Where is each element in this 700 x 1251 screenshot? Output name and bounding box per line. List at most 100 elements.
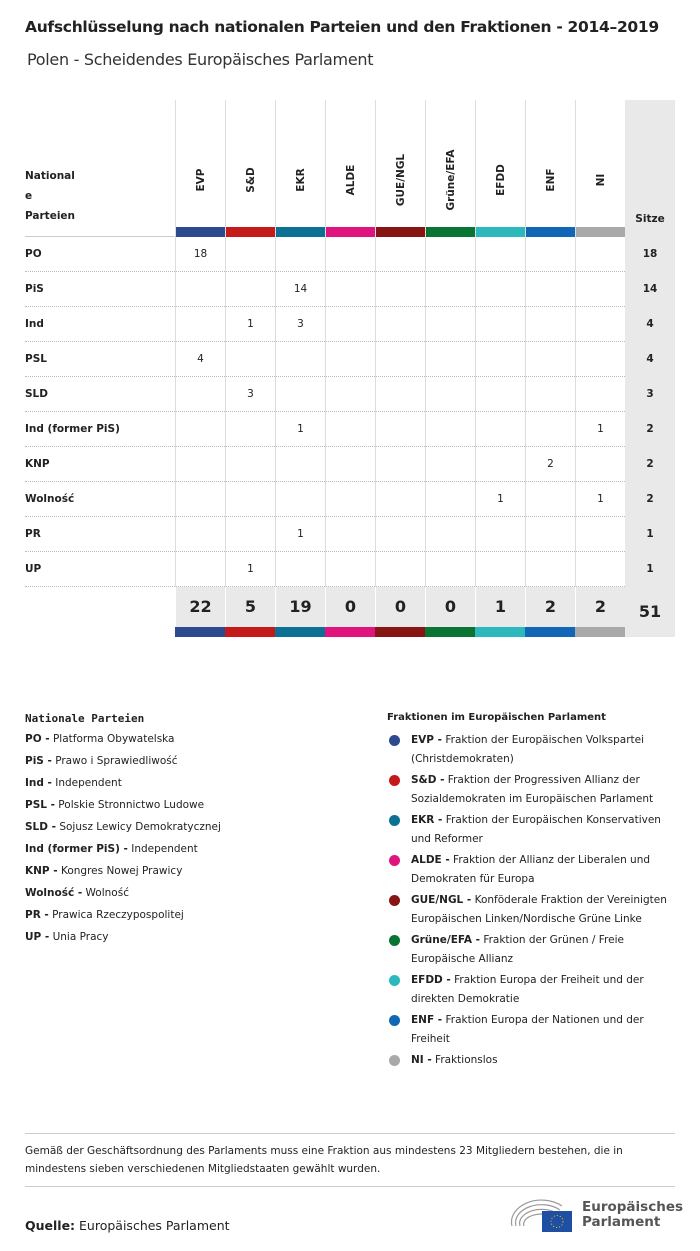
seat-cell [425, 517, 475, 552]
party-abbr: SLD - [25, 821, 56, 833]
seat-cell: 1 [275, 517, 325, 552]
seat-cell [325, 307, 375, 342]
seat-cell: 2 [525, 447, 575, 482]
header-line: National [25, 170, 75, 182]
party-abbr: KNP - [25, 865, 58, 877]
seat-cell [175, 482, 225, 517]
seat-cell: 1 [225, 307, 275, 342]
seat-cell [325, 447, 375, 482]
group-legend-item: EVP - Fraktion der Europäischen Volkspar… [387, 731, 682, 769]
table-row: Wolność 1 1 2 [25, 482, 675, 517]
group-total: 5 [225, 587, 275, 627]
group-color-bar [476, 227, 525, 237]
party-abbr: Ind - [25, 777, 52, 789]
party-fullname: Platforma Obywatelska [49, 733, 175, 745]
group-fullname: Fraktion der Europäischen Volkspartei (C… [411, 734, 645, 765]
seat-cell [325, 482, 375, 517]
group-color-bar [176, 227, 225, 237]
party-legend-item: Ind - Independent [25, 777, 221, 799]
party-fullname: Prawica Rzeczypospolitej [48, 909, 184, 921]
source-label: Quelle: [25, 1218, 76, 1233]
seat-cell [225, 237, 275, 272]
seat-cell [425, 272, 475, 307]
seat-cell: 4 [175, 342, 225, 377]
group-fullname: Fraktion der Allianz der Liberalen und D… [411, 854, 651, 885]
group-color-dot-icon [389, 1015, 400, 1026]
seat-cell [225, 447, 275, 482]
row-total: 1 [625, 517, 675, 552]
group-abbr: EKR - [411, 814, 443, 826]
seat-cell [175, 272, 225, 307]
party-abbr: PSL - [25, 799, 55, 811]
seat-cell [375, 307, 425, 342]
seat-cell [475, 552, 525, 587]
seats-column-header: Sitze [625, 100, 675, 237]
group-color-dot-icon [389, 815, 400, 826]
party-name: SLD [25, 388, 48, 400]
seat-cell: 14 [275, 272, 325, 307]
party-name: PR [25, 528, 41, 540]
seat-cell [325, 517, 375, 552]
seat-cell [425, 307, 475, 342]
party-abbr: PiS - [25, 755, 52, 767]
table-row: Ind 1 3 4 [25, 307, 675, 342]
seat-cell [475, 237, 525, 272]
row-total: 2 [625, 482, 675, 517]
group-column-header: EFDD [475, 100, 525, 237]
party-legend-item: PiS - Prawo i Sprawiedliwość [25, 755, 221, 777]
group-color-bar [576, 227, 625, 237]
group-color-bar [226, 227, 275, 237]
group-label: GUE/NGL [394, 153, 407, 207]
seat-cell [375, 482, 425, 517]
group-column-header: S&D [225, 100, 275, 237]
seat-cell [575, 377, 625, 412]
row-total: 4 [625, 342, 675, 377]
group-legend-item: EKR - Fraktion der Europäischen Konserva… [387, 811, 682, 849]
group-color-dot-icon [389, 855, 400, 866]
seat-cell [525, 237, 575, 272]
seat-cell [475, 412, 525, 447]
group-label: NI [594, 173, 607, 187]
seat-cell [575, 237, 625, 272]
group-total: 0 [325, 587, 375, 627]
party-name: PiS [25, 283, 44, 295]
source: Quelle: Europäisches Parlament [25, 1218, 230, 1233]
seat-cell [275, 482, 325, 517]
group-total: 0 [375, 587, 425, 627]
seat-cell [525, 517, 575, 552]
seat-cell [375, 552, 425, 587]
party-abbr: Ind (former PiS) - [25, 843, 128, 855]
seat-cell [375, 517, 425, 552]
group-legend-item: ALDE - Fraktion der Allianz der Liberale… [387, 851, 682, 889]
group-column-header: ALDE [325, 100, 375, 237]
group-color-bar [326, 227, 375, 237]
group-color-bar [175, 627, 225, 637]
table-row: PiS 14 14 [25, 272, 675, 307]
group-abbr: ALDE - [411, 854, 450, 866]
group-fullname: Fraktion der Grünen / Freie Europäische … [411, 934, 624, 965]
group-color-dot-icon [389, 1055, 400, 1066]
table-row: PSL 4 4 [25, 342, 675, 377]
seat-cell [525, 342, 575, 377]
party-fullname: Sojusz Lewicy Demokratycznej [55, 821, 221, 833]
group-label: EVP [194, 168, 207, 192]
logo-line1: Europäisches [582, 1199, 684, 1215]
table-row: PR 1 1 [25, 517, 675, 552]
seat-cell: 3 [225, 377, 275, 412]
seat-cell: 1 [275, 412, 325, 447]
seat-cell [325, 272, 375, 307]
table-row: SLD 3 3 [25, 377, 675, 412]
group-abbr: ENF - [411, 1014, 443, 1026]
group-fullname: Fraktionslos [431, 1054, 498, 1066]
seat-cell [175, 412, 225, 447]
seat-cell: 1 [225, 552, 275, 587]
group-color-dot-icon [389, 775, 400, 786]
seat-cell [325, 377, 375, 412]
seat-cell [525, 377, 575, 412]
seat-cell [375, 377, 425, 412]
seat-cell [325, 342, 375, 377]
seat-cell [525, 552, 575, 587]
group-legend-item: GUE/NGL - Konföderale Fraktion der Verei… [387, 891, 682, 929]
group-legend-item: NI - Fraktionslos [387, 1051, 682, 1070]
seat-cell [175, 447, 225, 482]
